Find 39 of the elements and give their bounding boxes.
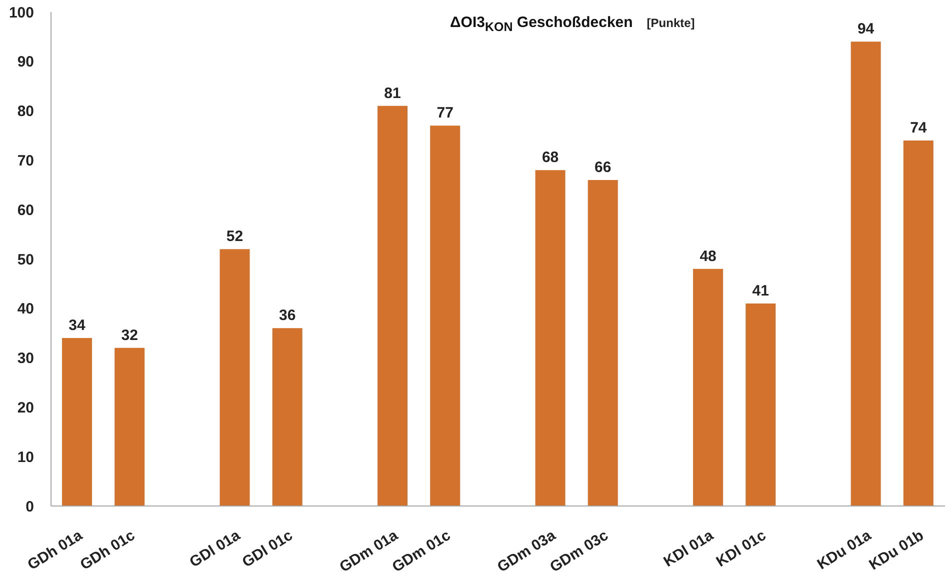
y-tick-label: 80: [17, 103, 34, 120]
y-tick-label: 70: [17, 152, 34, 170]
x-tick-label: GDl 01a: [186, 526, 244, 571]
data-label: 74: [910, 119, 928, 136]
data-label: 52: [226, 228, 244, 246]
data-label: 36: [279, 307, 296, 324]
data-label: 41: [752, 282, 769, 300]
data-label: 68: [542, 149, 559, 166]
bar: [62, 338, 92, 506]
data-label: 94: [857, 20, 875, 38]
bar: [220, 249, 250, 506]
y-tick-label: 0: [26, 498, 34, 516]
bar: [903, 140, 934, 506]
y-tick-label: 20: [17, 400, 34, 417]
bar: [378, 106, 408, 506]
y-tick-label: 30: [17, 350, 34, 368]
bar: [430, 126, 460, 506]
bar: [535, 170, 566, 506]
y-tick-label: 40: [17, 300, 34, 318]
bar: [746, 303, 776, 506]
y-axis-title: [Punkte]: [646, 16, 695, 30]
y-tick-label: 90: [17, 54, 34, 71]
data-label: 48: [700, 248, 716, 265]
x-tick-label: KDl 01c: [713, 526, 770, 571]
bar: [693, 268, 724, 506]
data-label: 81: [384, 84, 401, 102]
bar: [850, 42, 881, 506]
data-label: 34: [68, 317, 86, 334]
y-tick-label: 10: [17, 448, 34, 466]
bar: [114, 348, 145, 506]
bar: [272, 328, 302, 506]
data-label: 77: [436, 104, 454, 122]
y-tick-label: 60: [17, 202, 34, 219]
y-tick-label: 50: [17, 251, 34, 268]
data-label: 32: [121, 326, 138, 344]
chart-title: ΔOI3$_{KON}$ Geschoßdecken: [450, 14, 633, 34]
bar: [588, 180, 618, 506]
data-label: 66: [594, 158, 612, 176]
y-tick-label: 100: [8, 4, 34, 22]
